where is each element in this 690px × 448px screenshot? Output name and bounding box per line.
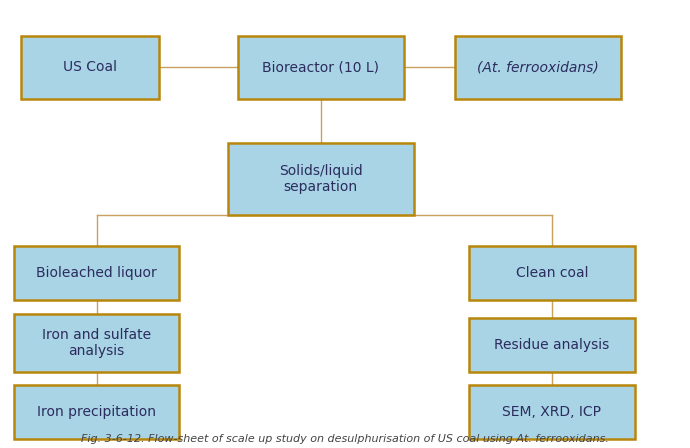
FancyBboxPatch shape — [14, 246, 179, 300]
Text: Bioleached liquor: Bioleached liquor — [36, 266, 157, 280]
Text: SEM, XRD, ICP: SEM, XRD, ICP — [502, 405, 602, 419]
Text: Bioreactor (10 L): Bioreactor (10 L) — [262, 60, 380, 74]
FancyBboxPatch shape — [14, 314, 179, 372]
Text: Solids/liquid
separation: Solids/liquid separation — [279, 164, 363, 194]
Text: Iron precipitation: Iron precipitation — [37, 405, 156, 419]
FancyBboxPatch shape — [238, 36, 404, 99]
Text: Iron and sulfate
analysis: Iron and sulfate analysis — [42, 327, 151, 358]
Text: Clean coal: Clean coal — [515, 266, 589, 280]
FancyBboxPatch shape — [14, 385, 179, 439]
Text: Fig. 3-6-12. Flow-sheet of scale up study on desulphurisation of US coal using A: Fig. 3-6-12. Flow-sheet of scale up stud… — [81, 434, 609, 444]
Text: US Coal: US Coal — [63, 60, 117, 74]
Text: (At. ferrooxidans): (At. ferrooxidans) — [477, 60, 599, 74]
FancyBboxPatch shape — [21, 36, 159, 99]
Text: Residue analysis: Residue analysis — [494, 338, 610, 352]
FancyBboxPatch shape — [469, 246, 635, 300]
FancyBboxPatch shape — [228, 143, 414, 215]
FancyBboxPatch shape — [469, 318, 635, 372]
FancyBboxPatch shape — [455, 36, 621, 99]
FancyBboxPatch shape — [469, 385, 635, 439]
